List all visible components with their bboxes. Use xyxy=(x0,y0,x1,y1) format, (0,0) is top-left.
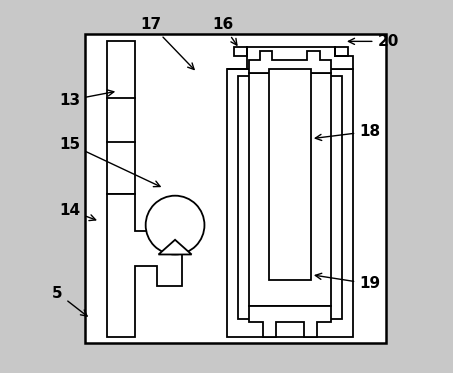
Bar xyxy=(85,34,386,343)
Text: 20: 20 xyxy=(348,34,399,49)
Polygon shape xyxy=(159,240,192,254)
Polygon shape xyxy=(249,51,331,73)
Polygon shape xyxy=(249,306,331,337)
Text: 5: 5 xyxy=(52,286,87,316)
Bar xyxy=(237,76,342,319)
Bar xyxy=(226,69,353,337)
Polygon shape xyxy=(107,194,183,337)
Circle shape xyxy=(146,196,204,254)
Text: 17: 17 xyxy=(140,17,194,69)
Text: 13: 13 xyxy=(60,90,114,108)
Text: 18: 18 xyxy=(315,124,381,141)
Bar xyxy=(107,41,135,194)
Text: 15: 15 xyxy=(60,137,160,186)
Bar xyxy=(269,69,311,280)
Polygon shape xyxy=(226,47,353,69)
Bar xyxy=(249,73,331,306)
Text: 19: 19 xyxy=(315,273,381,291)
Text: 14: 14 xyxy=(60,203,96,220)
Text: 16: 16 xyxy=(212,17,237,45)
